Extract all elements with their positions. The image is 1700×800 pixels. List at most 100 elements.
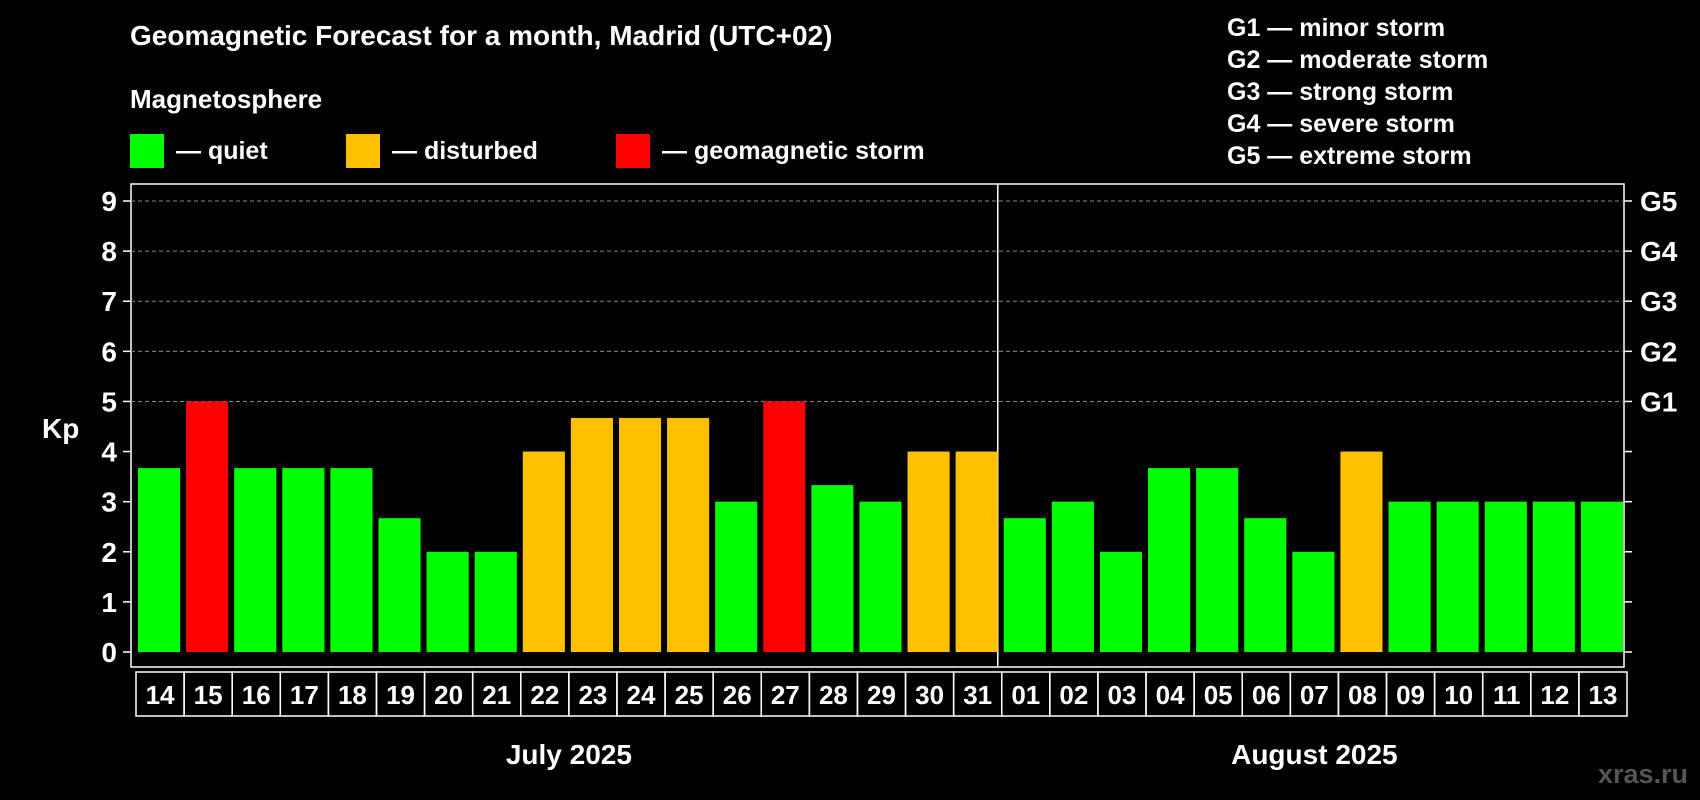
x-tick-label: 19	[386, 680, 415, 710]
y-tick-label: 8	[101, 236, 117, 267]
y-tick-label: 4	[101, 437, 117, 468]
x-tick-label: 29	[867, 680, 896, 710]
legend-quiet-label: — quiet	[176, 136, 268, 165]
y-tick-label: 5	[101, 386, 117, 417]
x-tick-label: 25	[675, 680, 704, 710]
x-tick-label: 24	[627, 680, 656, 710]
x-tick-label: 15	[194, 680, 223, 710]
legend-quiet: — quiet	[130, 134, 268, 168]
storm-level-g4: G4 — severe storm	[1227, 110, 1455, 138]
y-tick-label: 0	[101, 637, 117, 668]
y-tick-label: 9	[101, 186, 117, 217]
bar-13	[1580, 501, 1623, 652]
bar-18	[330, 468, 373, 652]
storm-level-g2: G2 — moderate storm	[1227, 46, 1489, 74]
x-tick-label: 27	[771, 680, 800, 710]
x-tick-label: 06	[1252, 680, 1281, 710]
x-tick-label: 20	[434, 680, 463, 710]
x-tick-label: 17	[290, 680, 319, 710]
legend-storm-swatch	[616, 134, 650, 168]
bar-07	[1292, 551, 1335, 652]
x-tick-label: 30	[915, 680, 944, 710]
bar-25	[667, 417, 710, 652]
legend-disturbed: — disturbed	[346, 134, 538, 168]
bar-21	[474, 551, 517, 652]
bar-26	[715, 501, 758, 652]
storm-level-legend: G1 — minor storm G2 — moderate storm G3 …	[1227, 12, 1488, 172]
storm-level-tick-label: G5	[1640, 186, 1677, 217]
y-tick-label: 2	[101, 537, 117, 568]
day-label-box	[1578, 671, 1628, 717]
bar-17	[282, 468, 325, 652]
x-tick-label: 09	[1396, 680, 1425, 710]
bar-29	[859, 501, 902, 652]
bar-06	[1244, 518, 1287, 652]
bar-02	[1051, 501, 1094, 652]
x-tick-label: 31	[963, 680, 992, 710]
x-tick-label: 28	[819, 680, 848, 710]
x-tick-label: 11	[1493, 680, 1521, 710]
x-tick-label: 26	[723, 680, 752, 710]
bar-04	[1148, 468, 1191, 652]
month-label: August 2025	[1231, 739, 1398, 770]
y-tick-label: 7	[101, 286, 117, 317]
storm-level-g5: G5 — extreme storm	[1227, 142, 1472, 170]
bar-30	[907, 451, 950, 652]
bar-15	[186, 401, 229, 652]
bar-23	[570, 417, 613, 652]
x-tick-label: 04	[1156, 680, 1185, 710]
storm-level-tick-label: G2	[1640, 336, 1677, 367]
x-tick-label: 18	[338, 680, 367, 710]
magnetosphere-label: Magnetosphere	[130, 84, 323, 114]
bar-31	[955, 451, 998, 652]
legend-storm: — geomagnetic storm	[616, 134, 925, 168]
bar-03	[1099, 551, 1143, 652]
x-tick-label: 03	[1108, 680, 1137, 710]
bar-22	[522, 451, 565, 652]
storm-level-g1: G1 — minor storm	[1227, 14, 1446, 42]
bar-27	[763, 401, 806, 652]
x-tick-label: 10	[1444, 680, 1473, 710]
x-tick-label: 22	[530, 680, 559, 710]
x-tick-label: 23	[578, 680, 607, 710]
storm-level-tick-label: G4	[1640, 236, 1678, 267]
bar-01	[1003, 518, 1046, 652]
bar-20	[426, 551, 469, 652]
watermark: xras.ru	[1597, 759, 1688, 789]
storm-level-tick-label: G3	[1640, 286, 1677, 317]
x-tick-label: 12	[1540, 680, 1569, 710]
bar-12	[1532, 501, 1575, 652]
bar-10	[1436, 501, 1479, 652]
plot-frame	[130, 183, 1625, 668]
bar-11	[1484, 501, 1527, 652]
x-tick-label: 13	[1588, 680, 1617, 710]
legend-disturbed-swatch	[346, 134, 380, 168]
x-tick-label: 14	[146, 680, 175, 710]
bar-05	[1196, 468, 1239, 652]
bar-14	[138, 468, 181, 652]
storm-level-g3: G3 — strong storm	[1227, 78, 1454, 106]
x-tick-label: 07	[1300, 680, 1329, 710]
x-tick-label: 02	[1059, 680, 1088, 710]
x-tick-label: 21	[482, 680, 511, 710]
bar-28	[811, 485, 854, 652]
month-label: July 2025	[506, 739, 632, 770]
legend-disturbed-label: — disturbed	[392, 136, 538, 165]
bar-16	[234, 468, 277, 652]
y-tick-label: 3	[101, 487, 117, 518]
bar-24	[618, 417, 662, 652]
legend-quiet-swatch	[130, 134, 164, 168]
legend-storm-label: — geomagnetic storm	[662, 136, 925, 165]
x-tick-label: 16	[242, 680, 271, 710]
bar-09	[1388, 501, 1431, 652]
x-tick-label: 08	[1348, 680, 1377, 710]
x-tick-label: 01	[1011, 680, 1040, 710]
y-tick-label: 6	[101, 336, 117, 367]
y-axis-label: Kp	[42, 413, 79, 444]
y-tick-label: 1	[101, 587, 117, 618]
storm-level-tick-label: G1	[1640, 386, 1677, 417]
bar-08	[1340, 451, 1383, 652]
x-tick-label: 05	[1204, 680, 1233, 710]
chart-title: Geomagnetic Forecast for a month, Madrid…	[130, 20, 833, 51]
